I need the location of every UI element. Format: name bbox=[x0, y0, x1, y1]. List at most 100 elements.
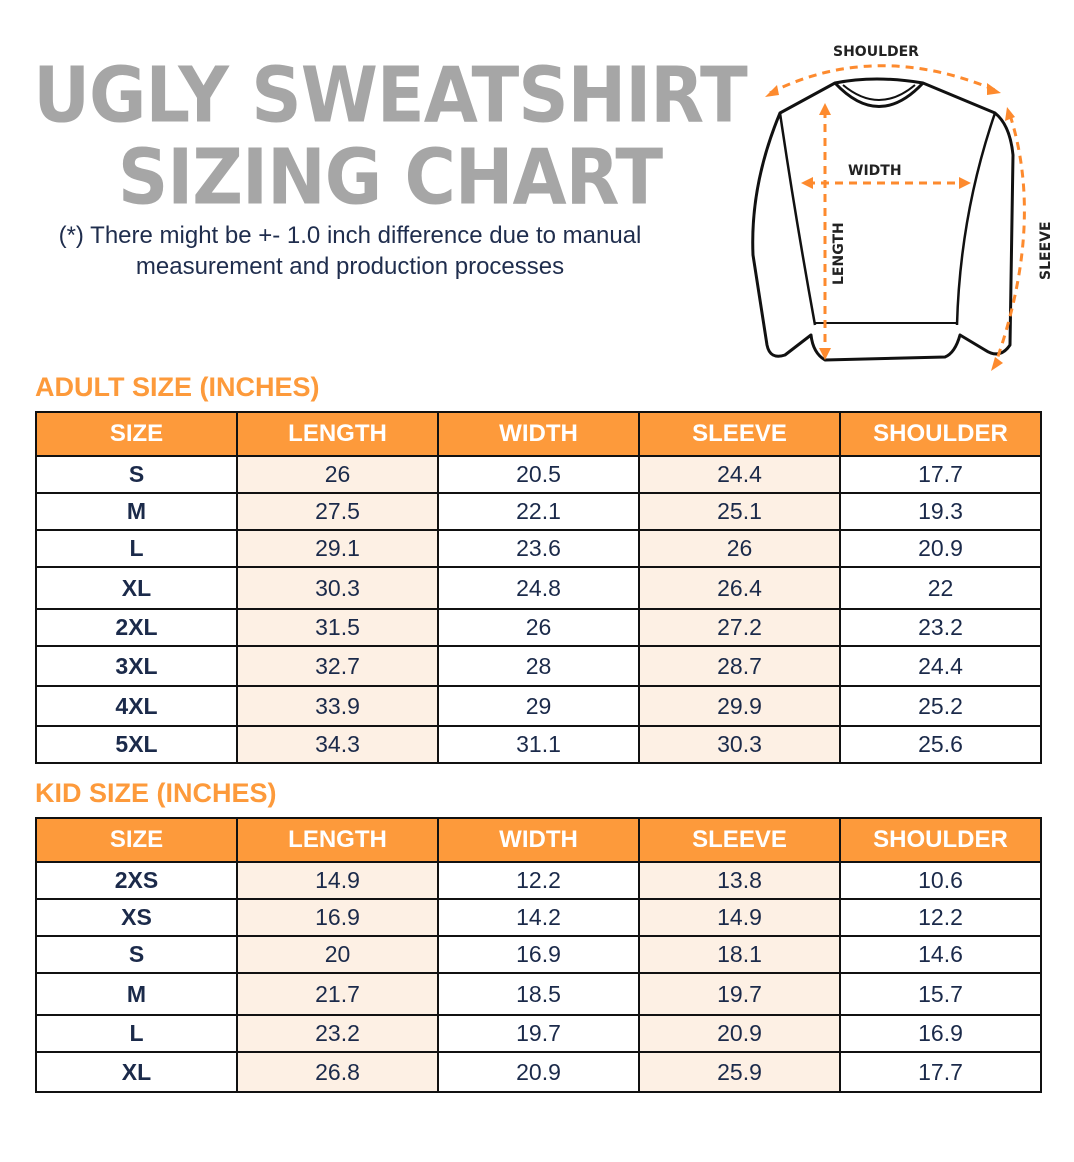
measurement-cell: 14.2 bbox=[437, 898, 640, 937]
measurement-cell: 26 bbox=[236, 455, 439, 494]
measurement-cell: 19.7 bbox=[638, 972, 841, 1016]
size-cell: M bbox=[35, 972, 238, 1016]
measurement-cell: 15.7 bbox=[839, 972, 1042, 1016]
measurement-cell: 31.5 bbox=[236, 608, 439, 647]
header-row: SIZE LENGTH WIDTH SLEEVE SHOULDER bbox=[35, 817, 1042, 863]
size-cell: 5XL bbox=[35, 725, 238, 764]
measurement-cell: 18.1 bbox=[638, 935, 841, 974]
measurement-cell: 12.2 bbox=[437, 861, 640, 900]
table-row: XL 30.3 24.8 26.4 22 bbox=[35, 566, 1042, 610]
kid-size-table: SIZE LENGTH WIDTH SLEEVE SHOULDER 2XS 14.9 12.2… bbox=[35, 817, 1042, 1093]
measurement-cell: 26.4 bbox=[638, 566, 841, 610]
measurement-cell: 16.9 bbox=[839, 1014, 1042, 1053]
title-line-1: UGLY SWEATSHIRT bbox=[33, 49, 748, 141]
column-header: SLEEVE bbox=[638, 817, 841, 863]
column-header: LENGTH bbox=[236, 817, 439, 863]
header-row: SIZE LENGTH WIDTH SLEEVE SHOULDER bbox=[35, 411, 1042, 457]
size-cell: 2XS bbox=[35, 861, 238, 900]
measurement-cell: 26 bbox=[638, 529, 841, 568]
measurement-cell: 20.9 bbox=[437, 1051, 640, 1093]
size-cell: S bbox=[35, 935, 238, 974]
column-header: WIDTH bbox=[437, 411, 640, 457]
table-row: 3XL 32.7 28 28.7 24.4 bbox=[35, 645, 1042, 687]
measurement-cell: 27.2 bbox=[638, 608, 841, 647]
measurement-cell: 12.2 bbox=[839, 898, 1042, 937]
measurement-cell: 10.6 bbox=[839, 861, 1042, 900]
measurement-cell: 19.7 bbox=[437, 1014, 640, 1053]
table-row: M 21.7 18.5 19.7 15.7 bbox=[35, 972, 1042, 1016]
measurement-cell: 34.3 bbox=[236, 725, 439, 764]
measurement-cell: 29.1 bbox=[236, 529, 439, 568]
size-cell: XS bbox=[35, 898, 238, 937]
measurement-cell: 25.6 bbox=[839, 725, 1042, 764]
measurement-cell: 20.9 bbox=[638, 1014, 841, 1053]
title-line-2: SIZING CHART bbox=[117, 131, 663, 223]
measurement-note: (*) There might be +- 1.0 inch differenc… bbox=[58, 222, 642, 280]
measurement-cell: 18.5 bbox=[437, 972, 640, 1016]
size-cell: M bbox=[35, 492, 238, 531]
measurement-cell: 16.9 bbox=[437, 935, 640, 974]
measurement-cell: 14.9 bbox=[236, 861, 439, 900]
table-row: S 20 16.9 18.1 14.6 bbox=[35, 935, 1042, 974]
table-row: 4XL 33.9 29 29.9 25.2 bbox=[35, 685, 1042, 727]
table-row: S 26 20.5 24.4 17.7 bbox=[35, 455, 1042, 494]
column-header: SLEEVE bbox=[638, 411, 841, 457]
length-label: LENGTH bbox=[831, 222, 847, 285]
column-header: SHOULDER bbox=[839, 411, 1042, 457]
measurement-cell: 25.2 bbox=[839, 685, 1042, 727]
measurement-cell: 13.8 bbox=[638, 861, 841, 900]
size-cell: 2XL bbox=[35, 608, 238, 647]
measurement-cell: 14.9 bbox=[638, 898, 841, 937]
measurement-cell: 23.6 bbox=[437, 529, 640, 568]
table-row: 2XS 14.9 12.2 13.8 10.6 bbox=[35, 861, 1042, 900]
measurement-cell: 20.5 bbox=[437, 455, 640, 494]
measurement-cell: 30.3 bbox=[236, 566, 439, 610]
column-header: LENGTH bbox=[236, 411, 439, 457]
measurement-cell: 23.2 bbox=[236, 1014, 439, 1053]
measurement-cell: 20 bbox=[236, 935, 439, 974]
measurement-cell: 24.4 bbox=[839, 645, 1042, 687]
column-header: WIDTH bbox=[437, 817, 640, 863]
table-row: XS 16.9 14.2 14.9 12.2 bbox=[35, 898, 1042, 937]
measurement-cell: 32.7 bbox=[236, 645, 439, 687]
measurement-cell: 14.6 bbox=[839, 935, 1042, 974]
table-row: L 29.1 23.6 26 20.9 bbox=[35, 529, 1042, 568]
size-cell: L bbox=[35, 1014, 238, 1053]
measurement-cell: 22.1 bbox=[437, 492, 640, 531]
measurement-cell: 24.8 bbox=[437, 566, 640, 610]
kid-section-title: KID SIZE (INCHES) bbox=[35, 778, 277, 808]
sleeve-label: SLEEVE bbox=[1038, 221, 1054, 280]
size-cell: S bbox=[35, 455, 238, 494]
measurement-cell: 21.7 bbox=[236, 972, 439, 1016]
measurement-cell: 25.1 bbox=[638, 492, 841, 531]
width-label: WIDTH bbox=[848, 163, 902, 179]
column-header: SHOULDER bbox=[839, 817, 1042, 863]
table-row: L 23.2 19.7 20.9 16.9 bbox=[35, 1014, 1042, 1053]
measurement-cell: 17.7 bbox=[839, 455, 1042, 494]
size-cell: XL bbox=[35, 1051, 238, 1093]
size-cell: 3XL bbox=[35, 645, 238, 687]
measurement-cell: 16.9 bbox=[236, 898, 439, 937]
measurement-cell: 29.9 bbox=[638, 685, 841, 727]
table-row: 5XL 34.3 31.1 30.3 25.6 bbox=[35, 725, 1042, 764]
size-cell: L bbox=[35, 529, 238, 568]
measurement-cell: 26 bbox=[437, 608, 640, 647]
measurement-cell: 30.3 bbox=[638, 725, 841, 764]
measurement-cell: 31.1 bbox=[437, 725, 640, 764]
measurement-cell: 19.3 bbox=[839, 492, 1042, 531]
measurement-cell: 26.8 bbox=[236, 1051, 439, 1093]
adult-size-table: SIZE LENGTH WIDTH SLEEVE SHOULDER S 26 20.5 24.4… bbox=[35, 411, 1042, 764]
size-cell: 4XL bbox=[35, 685, 238, 727]
measurement-cell: 25.9 bbox=[638, 1051, 841, 1093]
measurement-cell: 20.9 bbox=[839, 529, 1042, 568]
column-header: SIZE bbox=[35, 817, 238, 863]
measurement-cell: 22 bbox=[839, 566, 1042, 610]
measurement-cell: 23.2 bbox=[839, 608, 1042, 647]
adult-section-title: ADULT SIZE (INCHES) bbox=[35, 372, 320, 402]
column-header: SIZE bbox=[35, 411, 238, 457]
measurement-cell: 28.7 bbox=[638, 645, 841, 687]
measurement-cell: 17.7 bbox=[839, 1051, 1042, 1093]
table-row: XL 26.8 20.9 25.9 17.7 bbox=[35, 1051, 1042, 1093]
size-cell: XL bbox=[35, 566, 238, 610]
